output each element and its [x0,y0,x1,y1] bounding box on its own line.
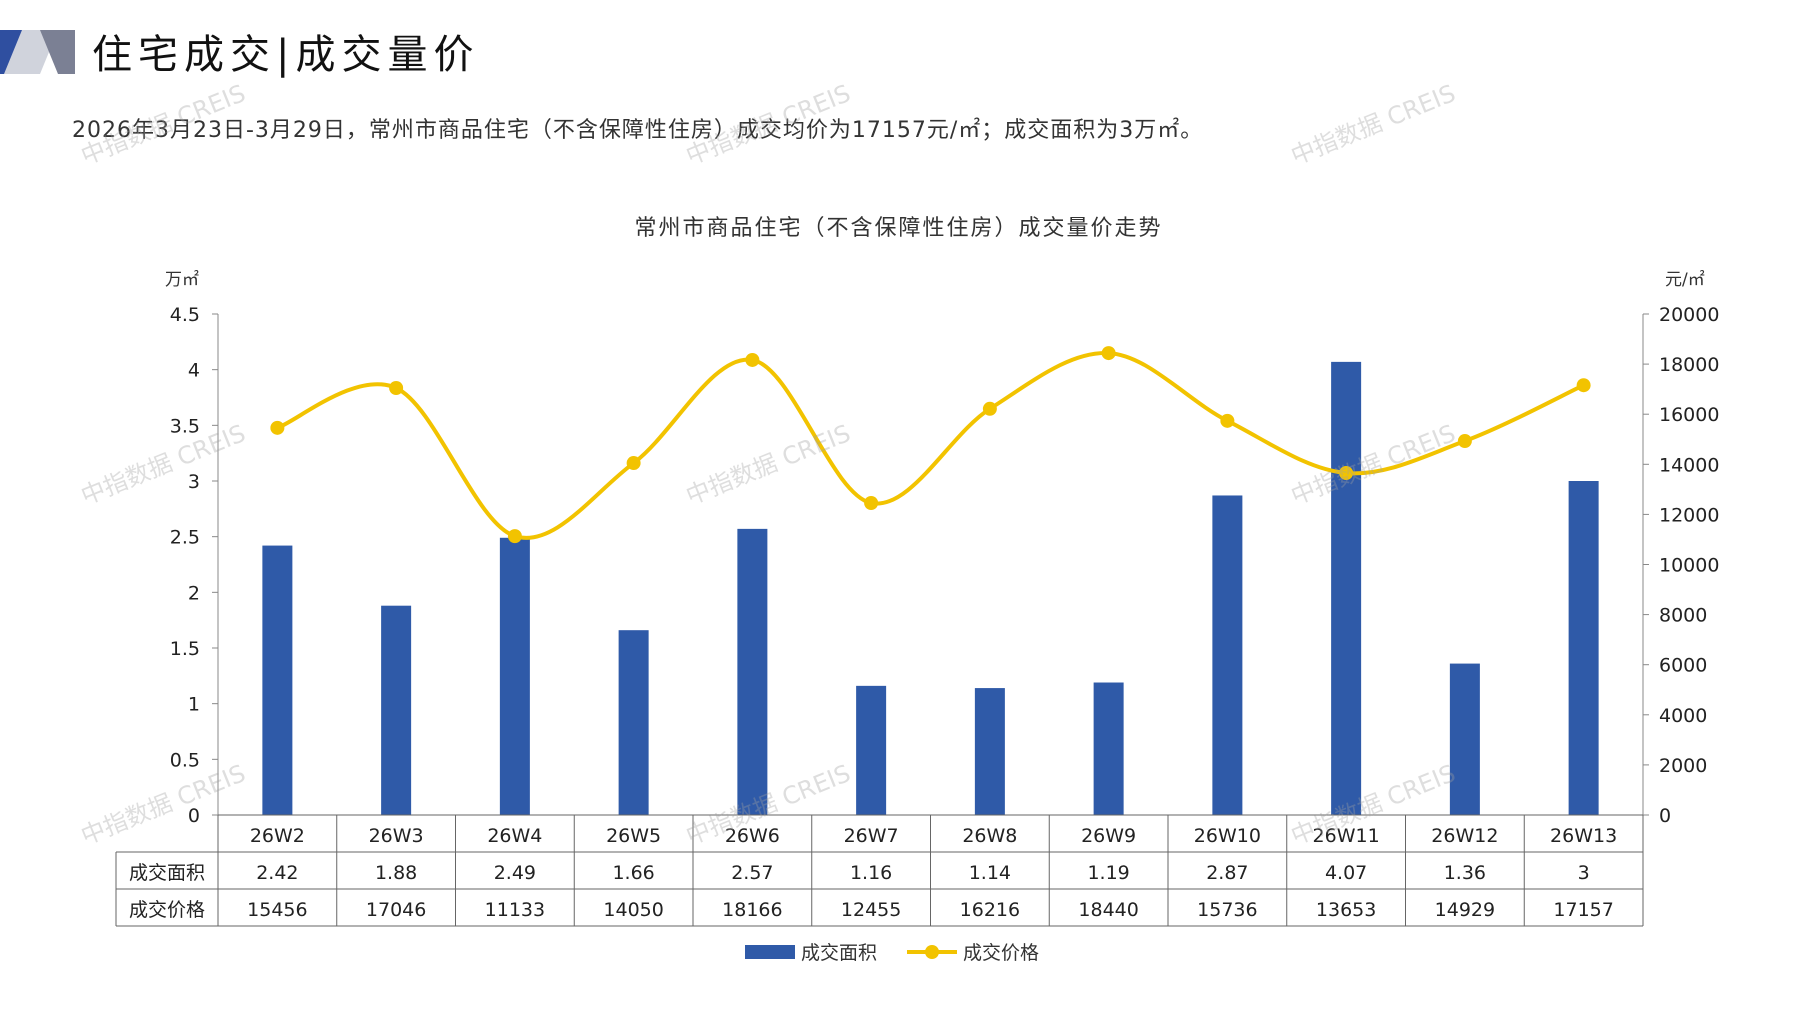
price-point [1576,378,1591,393]
bar-area [1212,495,1243,815]
right-axis-tick-label: 2000 [1659,755,1707,777]
left-axis-tick-label: 4.5 [170,304,200,326]
legend-item-area: 成交面积 [745,938,877,965]
category-label: 26W6 [725,825,780,847]
price-point [389,380,404,395]
left-axis-tick-label: 3.5 [170,415,200,437]
price-point [1339,465,1354,480]
category-label: 26W7 [844,825,899,847]
left-axis-tick-label: 3 [188,471,200,493]
price-point [270,420,285,435]
price-line [276,351,1585,540]
area-data-label: 1.19 [1087,862,1129,884]
table-row-label-price: 成交价格 [129,899,205,921]
legend-label-area: 成交面积 [801,942,878,964]
area-data-label: 1.88 [375,862,417,884]
price-point [864,496,879,511]
category-label: 26W11 [1313,825,1380,847]
category-label: 26W4 [487,825,542,847]
legend-line-swatch [907,944,958,959]
legend-item-price: 成交价格 [907,938,1039,965]
area-data-label: 1.14 [969,862,1011,884]
right-axis-tick-label: 0 [1659,805,1671,827]
area-data-label: 2.57 [731,862,773,884]
price-data-label: 13653 [1316,899,1376,921]
price-data-label: 18440 [1078,899,1138,921]
bar-area [618,630,649,815]
chart-legend: 成交面积 成交价格 [745,938,1069,965]
area-data-label: 3 [1578,862,1590,884]
price-point [1220,413,1235,428]
table-row-label-area: 成交面积 [129,862,205,884]
brand-logo-mark [0,30,75,74]
bar-area [856,685,887,815]
legend-label-price: 成交价格 [963,942,1040,964]
price-data-label: 16216 [960,899,1020,921]
bar-area [974,688,1005,815]
right-axis-tick-label: 6000 [1659,655,1707,677]
right-axis-tick-label: 12000 [1659,504,1719,526]
right-axis-tick-label: 14000 [1659,454,1719,476]
left-axis-tick-label: 4 [188,360,200,382]
price-data-label: 12455 [841,899,901,921]
left-axis-tick-label: 1.5 [170,638,200,660]
chart-title: 常州市商品住宅（不含保障性住房）成交量价走势 [634,216,1163,241]
category-label: 26W8 [962,825,1017,847]
category-label: 26W5 [606,825,661,847]
area-data-label: 4.07 [1325,862,1367,884]
area-data-label: 1.36 [1444,862,1486,884]
left-axis-tick-label: 1 [188,694,200,716]
category-label: 26W12 [1431,825,1498,847]
bar-area [1568,481,1599,815]
right-axis-tick-label: 18000 [1659,354,1719,376]
left-axis-tick-label: 2.5 [170,527,200,549]
page-title: 住宅成交|成交量价 [92,32,480,78]
right-axis-tick-label: 8000 [1659,605,1707,627]
area-data-label: 2.87 [1206,862,1248,884]
left-axis-tick-label: 2 [188,582,200,604]
price-point [745,352,760,367]
area-data-label: 2.42 [256,862,298,884]
price-point [507,529,522,544]
price-data-label: 18166 [722,899,782,921]
price-point [626,456,641,471]
price-data-label: 14050 [603,899,663,921]
price-point [1101,346,1116,361]
right-axis-unit: 元/㎡ [1665,270,1705,290]
category-label: 26W2 [250,825,305,847]
price-data-label: 14929 [1435,899,1495,921]
left-axis-tick-label: 0 [188,805,200,827]
category-label: 26W9 [1081,825,1136,847]
bar-area [1093,682,1124,815]
price-point [1457,434,1472,449]
price-data-label: 15736 [1197,899,1257,921]
price-point [982,401,997,416]
right-axis-tick-label: 4000 [1659,705,1707,727]
left-axis-tick-label: 0.5 [170,749,200,771]
area-data-label: 1.66 [612,862,654,884]
summary-text: 2026年3月23日-3月29日，常州市商品住宅（不含保障性住房）成交均价为17… [72,118,1204,143]
bar-area [1331,361,1362,815]
bar-area [499,537,530,815]
area-data-label: 1.16 [850,862,892,884]
price-data-label: 17157 [1553,899,1613,921]
left-axis-unit: 万㎡ [165,270,199,290]
bar-area [737,528,768,815]
bar-area [262,545,293,815]
bar-area [381,605,412,815]
right-axis-tick-label: 16000 [1659,404,1719,426]
price-data-label: 17046 [366,899,426,921]
bar-area [1449,663,1480,815]
price-data-label: 11133 [485,899,545,921]
price-data-label: 15456 [247,899,307,921]
category-label: 26W3 [369,825,424,847]
right-axis-tick-label: 10000 [1659,555,1719,577]
category-label: 26W10 [1194,825,1261,847]
right-axis-tick-label: 20000 [1659,304,1719,326]
legend-bar-swatch [745,944,795,959]
category-label: 26W13 [1550,825,1617,847]
area-data-label: 2.49 [494,862,536,884]
